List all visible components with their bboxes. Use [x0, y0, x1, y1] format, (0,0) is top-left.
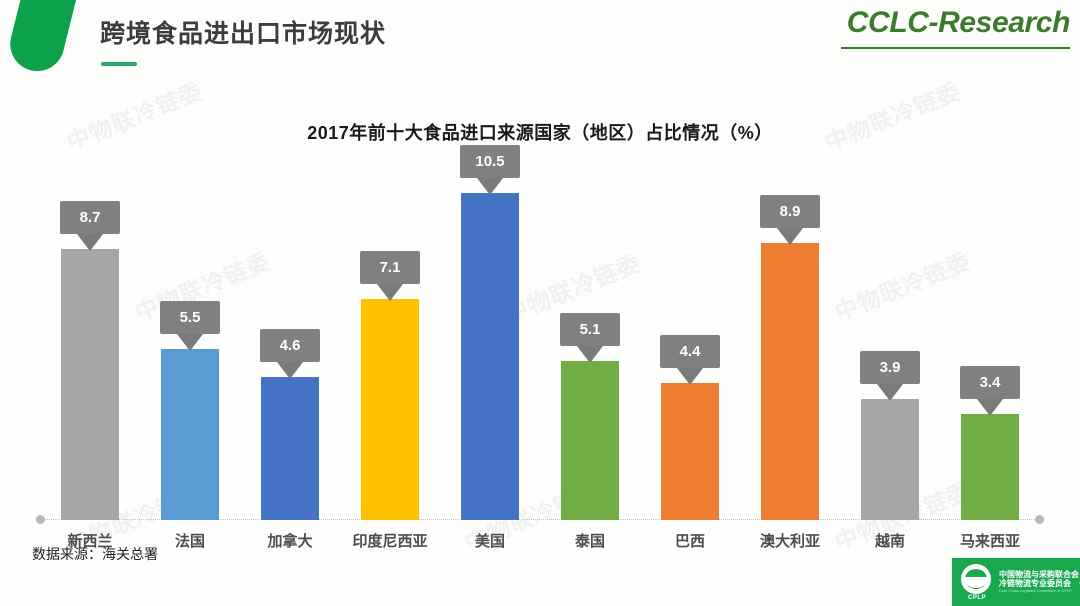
callout-pointer-icon — [77, 234, 103, 251]
title-underline — [101, 62, 137, 66]
x-axis-label: 越南 — [874, 533, 905, 550]
bar-column: 10.5 — [440, 145, 540, 520]
bar-column: 3.4 — [940, 162, 1040, 520]
bar-value-callout: 8.7 — [60, 201, 120, 251]
callout-pointer-icon — [277, 362, 303, 379]
bar-value-label: 8.7 — [60, 201, 120, 234]
bar-value-callout: 4.6 — [260, 329, 320, 379]
bar-value-label: 3.4 — [960, 366, 1020, 399]
callout-pointer-icon — [677, 368, 703, 385]
x-axis-label: 泰国 — [574, 533, 605, 550]
callout-pointer-icon — [377, 284, 403, 301]
x-axis-label: 马来西亚 — [959, 533, 1020, 550]
bar-value-callout: 3.4 — [960, 366, 1020, 416]
bar — [861, 399, 919, 520]
chart-baseline — [40, 519, 1040, 520]
bar-column: 7.1 — [340, 162, 440, 520]
callout-pointer-icon — [477, 178, 503, 195]
bar-value-label: 4.6 — [260, 329, 320, 362]
footer-org-text: 中国物流与采购联合会 冷链物流专业委员会 Cold Chain Logistic… — [995, 570, 1079, 594]
bar — [461, 193, 519, 520]
chart-title: 2017年前十大食品进口来源国家（地区）占比情况（%） — [307, 123, 773, 143]
x-axis-label: 巴西 — [674, 533, 705, 550]
bar-value-callout: 10.5 — [460, 145, 520, 195]
bar — [261, 377, 319, 520]
bar — [961, 414, 1019, 520]
bar-value-label: 8.9 — [760, 195, 820, 228]
bar-value-callout: 5.5 — [160, 301, 220, 351]
chart-plot-area: 8.7 5.5 4.6 7.1 10.5 5.1 4.4 8.9 3.9 3.4 新西兰 法国 加拿大… — [36, 145, 1044, 552]
bar — [561, 361, 619, 520]
x-axis-labels: 新西兰 法国 加拿大 印度尼西亚 美国 泰国 巴西 澳大利亚 越南 马来西亚 — [40, 522, 1040, 552]
bar-column: 8.7 — [40, 162, 140, 520]
bar-value-callout: 8.9 — [760, 195, 820, 245]
bar — [661, 383, 719, 520]
bar-group: 8.7 5.5 4.6 7.1 10.5 5.1 4.4 8.9 3.9 3.4 — [40, 145, 1040, 520]
brand-underline — [841, 47, 1070, 49]
x-axis-label: 加拿大 — [267, 533, 313, 550]
bar-column: 3.9 — [840, 162, 940, 520]
bar-value-callout: 3.9 — [860, 351, 920, 401]
brand-logo-text: CCLC-Research — [846, 6, 1071, 39]
callout-pointer-icon — [977, 399, 1003, 416]
callout-pointer-icon — [877, 384, 903, 401]
callout-pointer-icon — [577, 346, 603, 363]
bar-value-callout: 7.1 — [360, 251, 420, 301]
bar — [61, 249, 119, 520]
bar-value-label: 4.4 — [660, 335, 720, 368]
bar-value-label: 5.5 — [160, 301, 220, 334]
callout-pointer-icon — [177, 334, 203, 351]
bar — [161, 349, 219, 520]
footer-org-line1: 中国物流与采购联合会 — [999, 570, 1079, 580]
bar-column: 4.6 — [240, 162, 340, 520]
footer-badge: CPLP 中国物流与采购联合会 冷链物流专业委员会 Cold Chain Log… — [952, 558, 1080, 606]
source-note: 数据来源：海关总署 — [32, 546, 158, 562]
bar-value-callout: 5.1 — [560, 313, 620, 363]
bar-value-callout: 4.4 — [660, 335, 720, 385]
bar-value-label: 3.9 — [860, 351, 920, 384]
x-axis-label: 澳大利亚 — [759, 533, 820, 550]
footer-org-line3: Cold Chain Logistics Committee of CFLP — [999, 588, 1072, 594]
bar-column: 4.4 — [640, 162, 740, 520]
callout-pointer-icon — [777, 228, 803, 245]
axis-end-dot-right — [1035, 515, 1044, 524]
cplp-logo-label: CPLP — [967, 595, 986, 601]
cplp-logo-icon: CPLP — [959, 564, 995, 601]
bar-column: 8.9 — [740, 162, 840, 520]
bar-column: 5.5 — [140, 162, 240, 520]
footer-org-line2: 冷链物流专业委员会 — [999, 579, 1071, 589]
x-axis-label: 美国 — [474, 533, 505, 550]
x-axis-label: 法国 — [174, 533, 205, 550]
axis-end-dot-left — [36, 515, 45, 524]
page-title: 跨境食品进出口市场现状 — [100, 20, 387, 48]
bar-value-label: 10.5 — [460, 145, 520, 178]
bar — [761, 243, 819, 520]
x-axis-label: 印度尼西亚 — [352, 533, 428, 550]
bar — [361, 299, 419, 520]
header-accent-shape — [4, 0, 86, 77]
bar-value-label: 7.1 — [360, 251, 420, 284]
bar-column: 5.1 — [540, 162, 640, 520]
bar-value-label: 5.1 — [560, 313, 620, 346]
x-axis-label: 新西兰 — [67, 533, 113, 550]
page-header: 跨境食品进出口市场现状 CCLC-Research — [0, 0, 1080, 92]
